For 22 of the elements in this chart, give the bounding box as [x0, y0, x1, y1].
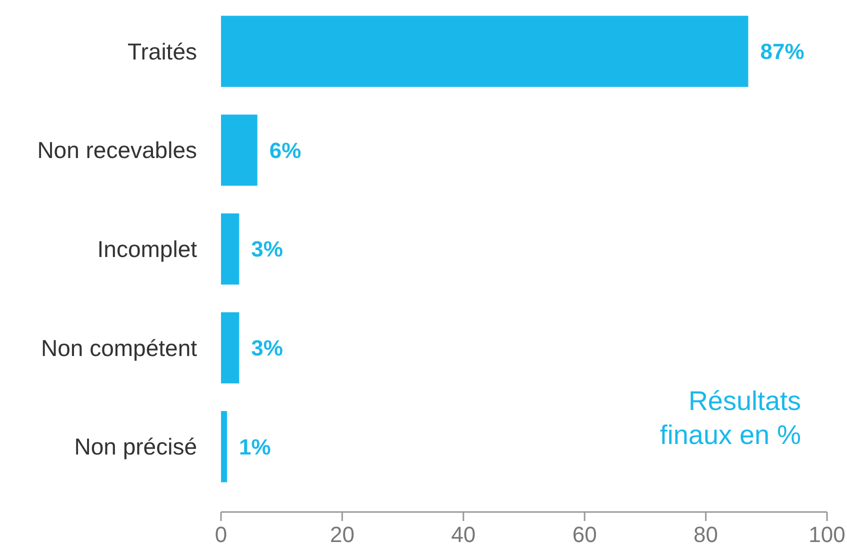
y-tick-label: Traités: [128, 38, 197, 64]
x-tick-label: 80: [694, 522, 718, 547]
annotation: Résultats finaux en %: [660, 386, 801, 450]
y-tick-label: Incomplet: [97, 236, 198, 262]
data-label: 1%: [239, 434, 271, 460]
x-tick-label: 20: [330, 522, 354, 547]
x-tick-label: 40: [451, 522, 476, 547]
x-tick-label: 100: [808, 522, 846, 547]
data-label: 3%: [251, 336, 283, 361]
bar: [221, 312, 240, 384]
data-label: 3%: [251, 236, 283, 262]
y-tick-label: Non compétent: [41, 334, 198, 361]
bar: [221, 213, 240, 285]
x-tick-label: 0: [214, 522, 228, 547]
bar: [221, 411, 228, 482]
y-tick-label: Non précisé: [74, 434, 197, 460]
x-tick-label: 60: [572, 522, 597, 547]
bar: [221, 114, 258, 186]
y-tick-label: Non recevables: [37, 137, 197, 164]
data-label: 87%: [760, 39, 804, 64]
bar: [221, 16, 748, 87]
data-label: 6%: [269, 138, 302, 163]
